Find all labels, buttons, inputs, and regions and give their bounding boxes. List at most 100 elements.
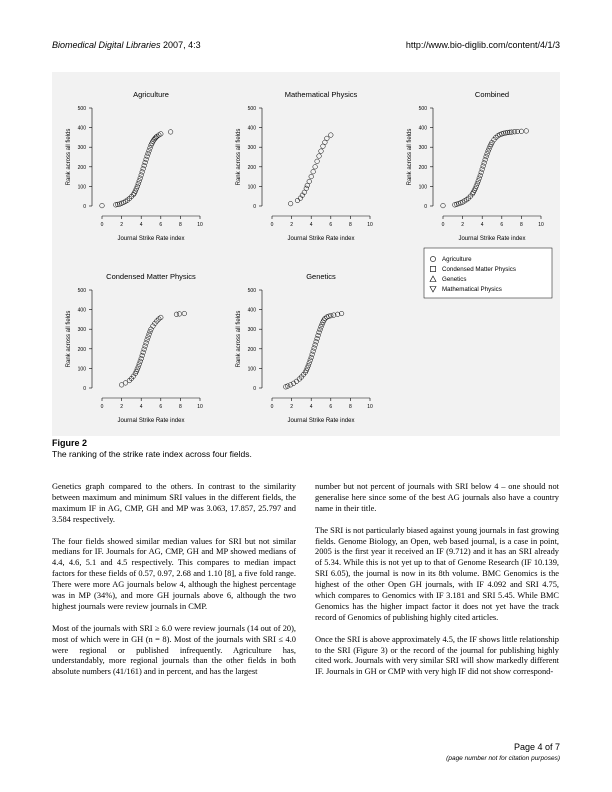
paragraph: Most of the journals with SRI ≥ 6.0 were… [52,623,296,677]
page-number-note: (page number not for citation purposes) [446,755,560,762]
running-header-journal: Biomedical Digital Libraries 2007, 4:3 [52,40,201,50]
paragraph: Once the SRI is above approximately 4.5,… [315,634,559,677]
data-point [514,128,521,135]
data-points [283,310,345,390]
y-axis: 0 100 200 300 400 500 [78,106,93,210]
y-tick-label: 0 [253,204,256,210]
triangle-down-marker-icon [429,286,437,293]
legend-label: Genetics [442,276,466,283]
y-tick-label: 400 [78,308,87,314]
y-tick-label: 0 [83,204,86,210]
data-point [297,195,303,201]
data-point [134,366,140,372]
y-tick-label: 400 [419,126,428,132]
x-tick-label: 0 [101,404,104,410]
data-point [288,201,294,207]
legend-label: Condensed Matter Physics [442,266,516,273]
panel-title: Combined [475,90,509,99]
x-tick-label: 0 [271,404,274,410]
square-marker-icon [430,266,436,272]
data-point [124,197,131,203]
data-point [158,131,164,137]
data-point [168,129,174,135]
y-tick-label: 300 [248,327,257,333]
data-point [139,352,145,359]
data-point [145,150,151,157]
panel-title: Condensed Matter Physics [106,272,196,281]
data-point [474,180,480,187]
data-point [288,382,294,388]
data-point [518,128,524,134]
data-point [507,129,513,135]
data-point [126,196,132,202]
data-point [142,343,148,349]
data-point [484,151,490,157]
data-point [322,316,328,322]
data-point [473,183,479,189]
y-tick-label: 200 [78,165,87,171]
x-axis: 0 2 4 6 8 10 [101,215,203,228]
y-axis: 0 100 200 300 400 500 [419,106,434,210]
y-tick-label: 400 [248,308,257,314]
data-point [137,358,143,364]
data-point [486,146,492,152]
legend-item: Genetics [429,275,466,283]
legend-box [423,247,553,299]
legend-label: Mathematical Physics [442,286,502,293]
data-points [440,128,529,209]
data-point [480,163,486,169]
legend-item: Condensed Matter Physics [430,266,516,273]
scatter-panel: Combined 0 100 200 300 400 500 0 2 4 6 8 10 Journal S… [407,90,544,242]
scatter-panel: Genetics 0 100 200 300 400 500 0 2 4 6 8 10 Journal S… [236,272,373,424]
data-point [316,329,322,335]
data-point [479,166,485,172]
journal-name: Biomedical Digital Libraries [52,40,161,50]
data-point [304,365,310,371]
data-point [481,160,487,166]
y-tick-label: 500 [419,106,428,112]
data-point [147,329,153,335]
data-point [505,129,511,136]
x-axis-label: Journal Strike Rate index [117,236,184,242]
y-tick-label: 100 [248,366,257,372]
data-point [306,178,312,185]
data-point [145,334,151,340]
y-tick-label: 400 [78,126,87,132]
y-tick-label: 200 [78,347,87,353]
running-header-url[interactable]: http://www.bio-diglib.com/content/4/1/3 [405,40,560,50]
data-point [310,348,316,354]
x-axis-label: Journal Strike Rate index [117,418,184,424]
x-tick-label: 0 [271,222,274,228]
x-tick-label: 6 [159,404,162,410]
x-tick-label: 6 [329,222,332,228]
paragraph: The four fields showed similar median va… [52,536,296,611]
data-point [523,128,529,134]
data-point [326,313,332,319]
y-tick-label: 200 [248,347,257,353]
x-tick-label: 2 [120,404,123,410]
x-tick-label: 0 [101,222,104,228]
y-axis: 0 100 200 300 400 500 [248,288,263,392]
x-tick-label: 0 [442,222,445,228]
data-point [324,135,330,141]
data-point [140,166,146,172]
x-tick-label: 8 [179,404,182,410]
x-tick-label: 8 [349,222,352,228]
data-point [176,311,182,317]
y-tick-label: 300 [78,327,87,333]
x-tick-label: 10 [197,404,203,410]
y-tick-label: 500 [78,288,87,294]
y-tick-label: 500 [78,106,87,112]
data-point [132,188,138,194]
data-point [150,138,156,144]
data-point [501,130,507,136]
data-point [489,139,495,146]
x-tick-label: 4 [481,222,484,228]
paragraph: Genetics graph compared to the others. I… [52,482,296,524]
data-point [307,357,313,363]
data-point [493,134,499,140]
x-tick-label: 10 [367,222,373,228]
x-tick-label: 6 [500,222,503,228]
data-point [139,169,145,175]
data-point [181,310,187,317]
